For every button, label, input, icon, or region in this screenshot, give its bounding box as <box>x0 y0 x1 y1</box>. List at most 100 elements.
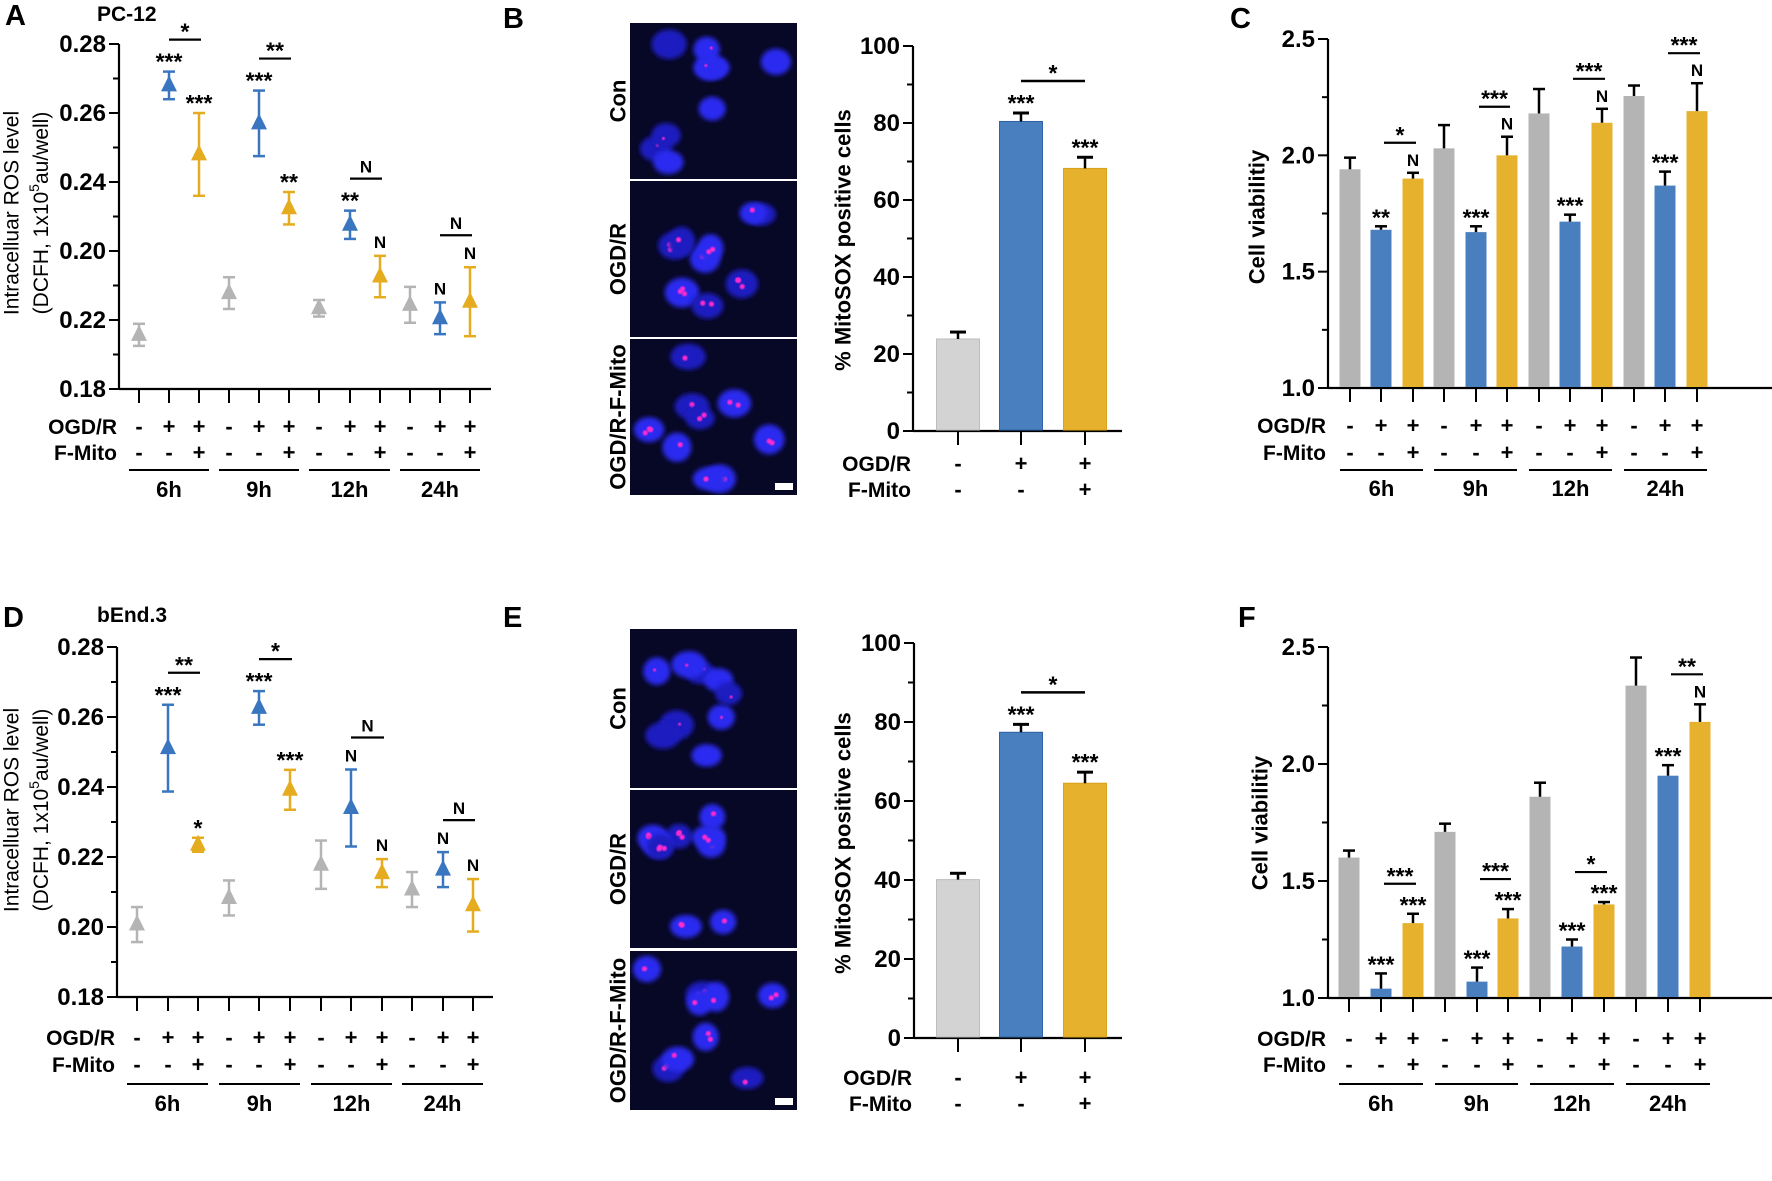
row-sign: - <box>1377 440 1384 465</box>
row-sign: + <box>163 414 176 439</box>
significance-label: *** <box>186 90 213 116</box>
bracket-significance-label: *** <box>1481 86 1508 112</box>
mitosox-spot <box>661 136 665 140</box>
micrograph-ogdr-fmito <box>630 951 797 1110</box>
data-point <box>374 857 390 889</box>
data-point <box>221 879 237 917</box>
group-label: 9h <box>1463 476 1489 501</box>
mitosox-spot <box>742 1079 748 1085</box>
significance-label: N <box>1501 115 1513 134</box>
chart-E: 0 20 40 60 80 100 % MitoSOX positive cells OGD/… <box>831 630 1122 1116</box>
bracket-significance-label: * <box>1396 122 1405 148</box>
panel-letter: D <box>3 602 24 634</box>
significance-label: *** <box>1368 951 1395 977</box>
nucleus <box>692 467 726 491</box>
group-label: 24h <box>1649 1091 1687 1116</box>
nucleus <box>691 293 724 319</box>
group-label: 9h <box>247 1091 273 1116</box>
bar <box>1654 185 1676 387</box>
bar <box>999 120 1043 431</box>
mitosox-spot <box>707 1036 713 1042</box>
significance-label: N <box>1691 61 1703 80</box>
bracket-significance-label: *** <box>1576 58 1603 84</box>
row-sign: - <box>225 414 232 439</box>
bar <box>936 338 980 431</box>
bar <box>1623 96 1645 388</box>
row-label: F-Mito <box>849 1093 912 1116</box>
bar <box>1063 167 1107 431</box>
row-sign: - <box>1440 413 1447 438</box>
chart-B: 0 20 40 60 80 100 % MitoSOX positive cells OGD/… <box>831 33 1122 502</box>
triangle-marker <box>191 144 207 161</box>
y-tick-label: 40 <box>874 867 901 894</box>
bar <box>1657 775 1679 997</box>
micrograph-ogdr <box>630 181 797 337</box>
row-sign: + <box>464 414 477 439</box>
y-tick-label: 80 <box>874 709 901 736</box>
micrographs-B: Con OGD/R OGD/R-F-Mito <box>606 23 797 495</box>
group-label: 12h <box>333 1091 371 1116</box>
bracket-significance-label: *** <box>1671 32 1698 58</box>
row-sign: - <box>1346 413 1353 438</box>
significance-label: *** <box>155 682 182 708</box>
y-axis-unit-label: (DCFH, 1x105au/well) <box>26 112 53 315</box>
mitosox-spot <box>735 277 741 283</box>
row-sign: + <box>344 414 357 439</box>
y-tick-label: 1.0 <box>1282 985 1315 1012</box>
y-tick-label: 2.0 <box>1282 751 1315 778</box>
mitosox-spot <box>720 715 724 719</box>
nucleus <box>691 744 722 767</box>
row-sign: + <box>253 414 266 439</box>
bar <box>1402 178 1424 387</box>
y-tick-label: 0.28 <box>57 634 104 661</box>
row-sign: - <box>1664 1052 1671 1077</box>
y-tick-label: 2.5 <box>1282 26 1315 53</box>
mitosox-spot <box>749 207 755 213</box>
row-sign: - <box>1536 1052 1543 1077</box>
data-point <box>435 850 451 889</box>
row-sign: + <box>192 1025 205 1050</box>
row-sign: + <box>1691 440 1704 465</box>
y-axis-unit-part: (DCFH, 1x10 <box>30 192 53 315</box>
row-sign: - <box>135 414 142 439</box>
mitosox-spot <box>675 237 682 243</box>
y-tick-label: 100 <box>860 33 900 60</box>
row-sign: - <box>439 1052 446 1077</box>
data-point <box>191 111 207 198</box>
micrograph-content <box>639 29 792 175</box>
bar <box>1529 796 1551 997</box>
nucleus <box>668 226 696 256</box>
group-label: 6h <box>1368 1091 1394 1116</box>
micrograph-content <box>633 343 785 494</box>
y-axis-label: % MitoSOX positive cells <box>831 712 856 974</box>
row-sign: + <box>1662 1026 1675 1051</box>
y-tick-label: 0.26 <box>57 704 104 731</box>
bracket-significance-label: * <box>1049 671 1058 697</box>
row-sign: - <box>1568 1052 1575 1077</box>
row-sign: - <box>255 1052 262 1077</box>
row-sign: + <box>1079 1091 1092 1116</box>
significance-label: N <box>464 244 476 263</box>
y-axis-label: Intracelluar ROS level <box>1 708 24 912</box>
micrograph-content <box>658 202 776 319</box>
significance-label: *** <box>1557 193 1584 219</box>
significance-label: ** <box>341 188 359 214</box>
mitosox-spot <box>679 922 685 928</box>
triangle-marker <box>161 75 177 92</box>
significance-label: *** <box>1072 749 1099 775</box>
row-sign: + <box>1471 1026 1484 1051</box>
mitosox-spot <box>768 995 774 1001</box>
bar <box>1370 988 1392 997</box>
data-point <box>161 70 177 101</box>
row-sign: - <box>347 1052 354 1077</box>
data-point <box>129 905 145 944</box>
row-sign: + <box>1502 1052 1515 1077</box>
mitosox-spot <box>700 300 706 306</box>
y-axis-unit-label: (DCFH, 1x105au/well) <box>26 709 53 912</box>
y-tick-label: 0.22 <box>59 307 106 334</box>
mitosox-spot <box>677 442 683 448</box>
row-sign: + <box>1015 451 1028 476</box>
mitosox-spot <box>735 402 741 408</box>
row-label: F-Mito <box>52 1054 115 1077</box>
